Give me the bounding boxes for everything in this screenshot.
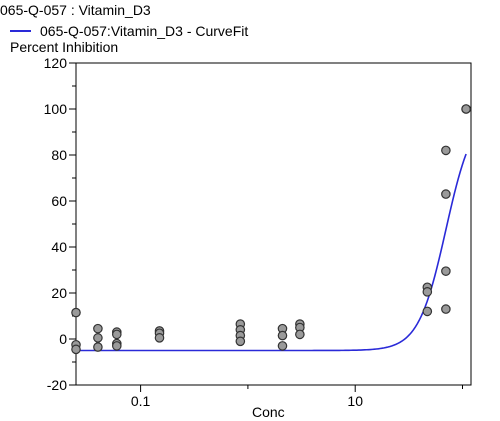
data-point <box>235 336 246 347</box>
x-axis: 0.1 10 <box>131 385 464 409</box>
y-tick-label: -20 <box>47 377 67 393</box>
data-point <box>111 341 122 351</box>
data-point <box>93 323 103 334</box>
data-point <box>461 104 471 114</box>
data-point <box>277 330 288 341</box>
data-point <box>441 304 451 314</box>
x-tick-label: 0.1 <box>131 393 151 409</box>
data-point <box>71 307 81 318</box>
data-points <box>71 104 471 355</box>
data-point <box>93 333 103 343</box>
chart-title: 065-Q-057 : Vitamin_D3 <box>0 2 151 18</box>
data-point <box>422 287 433 297</box>
data-point <box>277 341 288 351</box>
fit-curve <box>76 153 467 352</box>
y-axis: -20 0 20 40 60 80 100 120 <box>44 55 76 393</box>
data-point <box>441 145 451 156</box>
y-tick-label: 100 <box>44 101 68 117</box>
y-tick-label: 40 <box>51 239 67 255</box>
y-axis-label: Percent Inhibition <box>10 39 118 55</box>
y-tick-label: 0 <box>59 331 67 347</box>
data-point <box>441 189 451 199</box>
data-point <box>154 333 165 343</box>
data-point <box>93 342 103 352</box>
data-point <box>71 344 81 355</box>
y-tick-label: 120 <box>44 55 68 71</box>
data-point <box>295 329 305 340</box>
legend-label: 065-Q-057:Vitamin_D3 - CurveFit <box>40 23 248 39</box>
plot-frame <box>75 62 472 386</box>
x-axis-label: Conc <box>252 404 285 420</box>
x-tick-label: 10 <box>347 393 363 409</box>
data-point <box>422 306 433 317</box>
y-tick-label: 60 <box>51 193 67 209</box>
data-point <box>441 266 451 276</box>
plot-border <box>75 62 472 386</box>
data-point <box>111 329 122 340</box>
y-tick-label: 20 <box>51 285 67 301</box>
y-tick-label: 80 <box>51 147 67 163</box>
